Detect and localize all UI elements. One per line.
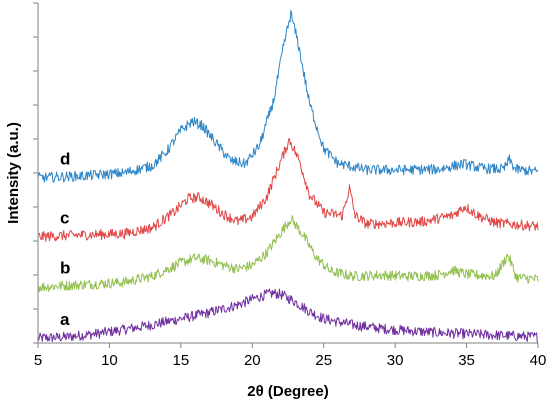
y-axis-title: Intensity (a.u.) [5,122,22,224]
x-tick-label: 5 [34,352,42,369]
series-label-a: a [60,310,70,329]
series-line-c [37,137,539,242]
series-label-d: d [60,150,70,169]
series-label-b: b [60,259,70,278]
series-line-d [37,9,539,183]
x-tick-label: 35 [458,352,475,369]
x-tick-label: 30 [387,352,404,369]
series-line-a [37,288,539,343]
series-label-c: c [60,209,69,228]
series-labels: a b c d [60,150,70,329]
series-line-b [37,215,539,293]
x-axis-title: 2θ (Degree) [247,383,328,400]
x-tick-label: 40 [530,352,547,369]
x-ticks: 5 10 15 20 25 30 35 40 [34,343,547,369]
series-layer [37,9,539,343]
x-tick-label: 15 [173,352,190,369]
y-ticks [33,2,38,344]
x-tick-label: 10 [101,352,118,369]
x-tick-label: 25 [315,352,332,369]
x-tick-label: 20 [244,352,261,369]
